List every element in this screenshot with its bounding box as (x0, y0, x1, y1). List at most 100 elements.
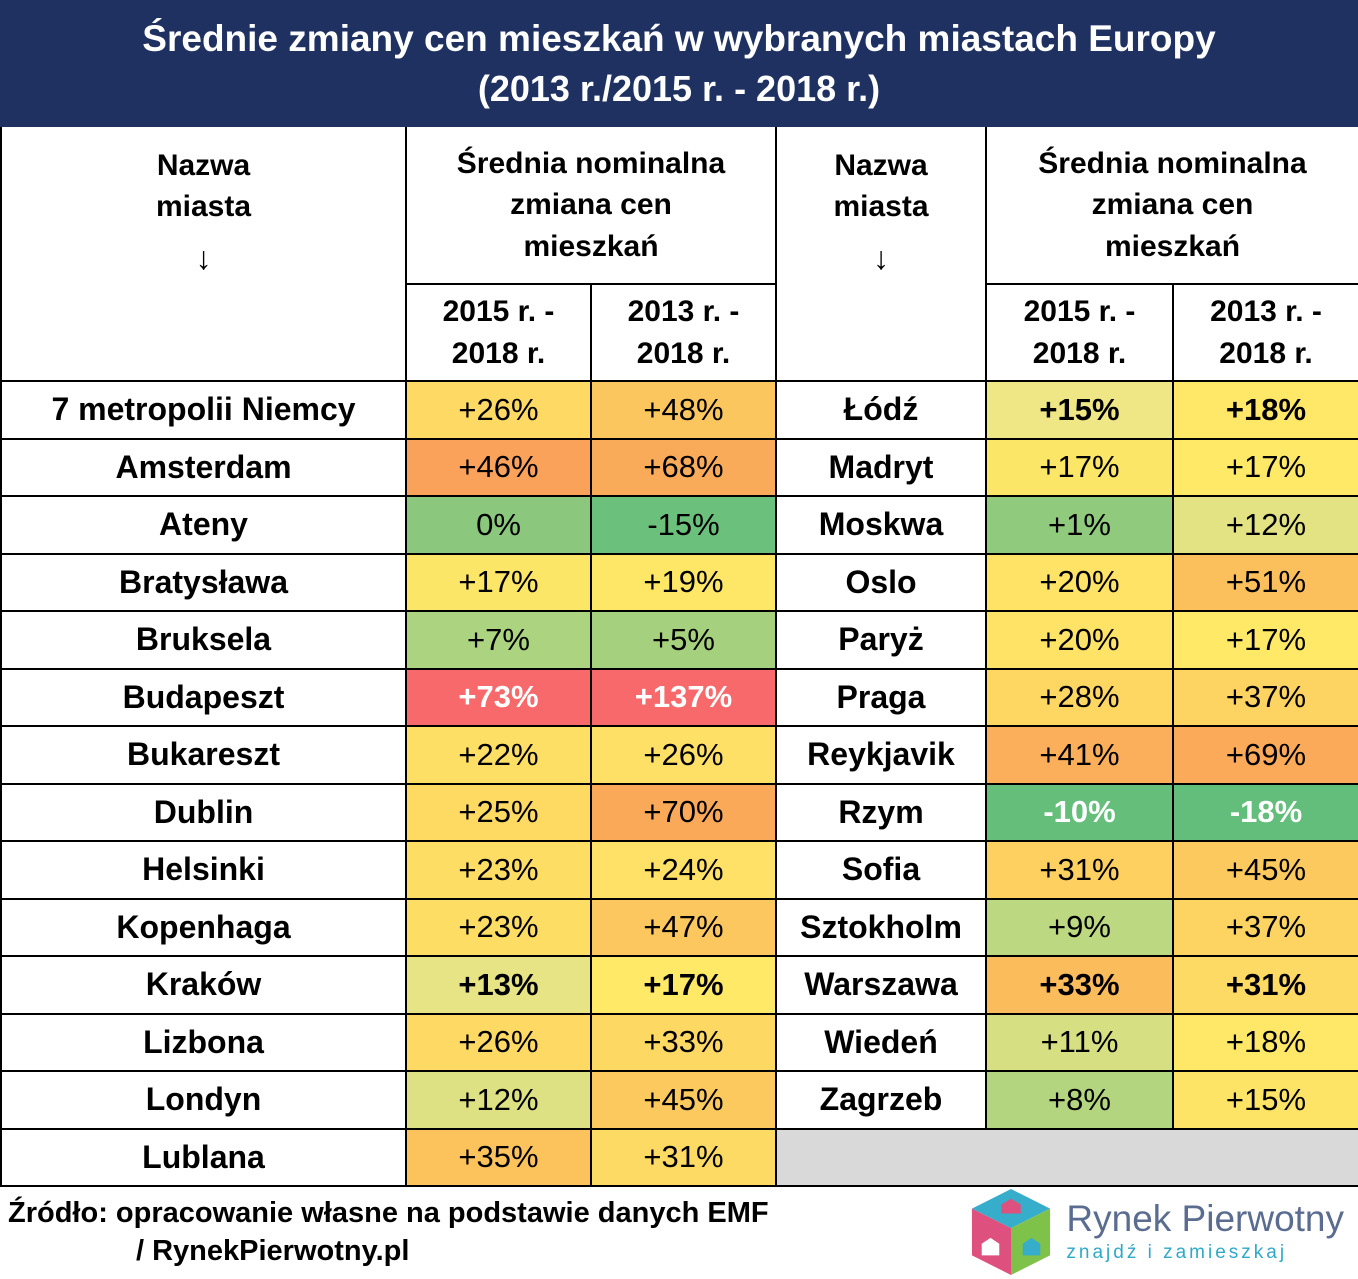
source-note: Źródło: opracowanie własne na podstawie … (8, 1194, 769, 1271)
value-2015-2018: +28% (987, 669, 1174, 727)
value-2015-2018: +25% (407, 784, 592, 842)
value-2015-2018: +23% (407, 842, 592, 900)
value-2013-2018: +37% (1174, 899, 1358, 957)
header-period-2015-2018-right: 2015 r. - 2018 r. (987, 285, 1174, 382)
value-2015-2018: +8% (987, 1072, 1174, 1130)
value-2015-2018: +23% (407, 899, 592, 957)
value-2013-2018: +48% (592, 382, 777, 440)
price-change-table: Nazwa miasta ↓ Średnia nominalna zmiana … (0, 127, 1358, 1187)
down-arrow-icon: ↓ (873, 239, 889, 276)
value-2013-2018: +137% (592, 669, 777, 727)
value-2015-2018: +17% (407, 554, 592, 612)
city-name-right: Warszawa (777, 957, 987, 1015)
value-2013-2018: +69% (1174, 727, 1358, 785)
city-name-left: Budapeszt (2, 669, 407, 727)
city-name-left: Amsterdam (2, 439, 407, 497)
value-2013-2018: +26% (592, 727, 777, 785)
city-name-right: Łódź (777, 382, 987, 440)
value-2013-2018: +17% (1174, 612, 1358, 670)
footer: Źródło: opracowanie własne na podstawie … (0, 1187, 1358, 1279)
logo-tagline: znajdź i zamieszkaj (1066, 1242, 1288, 1264)
value-2013-2018: +5% (592, 612, 777, 670)
city-name-left: Bratysława (2, 554, 407, 612)
value-2013-2018: +37% (1174, 669, 1358, 727)
value-2015-2018: +22% (407, 727, 592, 785)
city-name-right: Praga (777, 669, 987, 727)
header-group-left-label: Średnia nominalna zmiana cen mieszkań (456, 146, 726, 263)
title-line-2: (2013 r./2015 r. - 2018 r.) (477, 67, 881, 109)
value-2015-2018: +46% (407, 439, 592, 497)
city-name-left: Bruksela (2, 612, 407, 670)
city-name-left: Lublana (2, 1129, 407, 1187)
header-city-right: Nazwa miasta ↓ (777, 127, 987, 382)
value-2013-2018: +31% (1174, 957, 1358, 1015)
city-name-right: Zagrzeb (777, 1072, 987, 1130)
value-2013-2018: +15% (1174, 1072, 1358, 1130)
value-2013-2018: +19% (592, 554, 777, 612)
value-2015-2018: +17% (987, 439, 1174, 497)
city-name-right: Sztokholm (777, 899, 987, 957)
value-2015-2018: +33% (987, 957, 1174, 1015)
header-period-2015-2018-left: 2015 r. - 2018 r. (407, 285, 592, 382)
value-2015-2018: +20% (987, 612, 1174, 670)
city-name-right: Moskwa (777, 497, 987, 555)
city-name-right: Rzym (777, 784, 987, 842)
value-2013-2018: +31% (592, 1129, 777, 1187)
header-city-left-line1: Nazwa (156, 149, 251, 182)
rynek-pierwotny-logo: Rynek Pierwotny znajdź i zamieszkaj (970, 1187, 1344, 1277)
city-name-left: Lizbona (2, 1014, 407, 1072)
value-2013-2018: +45% (592, 1072, 777, 1130)
value-2013-2018: +12% (1174, 497, 1358, 555)
value-2015-2018: +26% (407, 1014, 592, 1072)
logo-name: Rynek Pierwotny (1066, 1197, 1344, 1239)
value-2015-2018: +13% (407, 957, 592, 1015)
period-label: 2015 r. - 2018 r. (442, 295, 555, 370)
city-name-left: Kraków (2, 957, 407, 1015)
value-2013-2018: -18% (1174, 784, 1358, 842)
value-2015-2018: +7% (407, 612, 592, 670)
value-2013-2018: +68% (592, 439, 777, 497)
value-2013-2018: +18% (1174, 382, 1358, 440)
value-2015-2018: -10% (987, 784, 1174, 842)
city-name-right: Sofia (777, 842, 987, 900)
header-period-2013-2018-left: 2013 r. - 2018 r. (592, 285, 777, 382)
value-2015-2018: +15% (987, 382, 1174, 440)
header-group-right: Średnia nominalna zmiana cen mieszkań (987, 127, 1358, 285)
rynek-pierwotny-logo-icon (972, 1189, 1051, 1275)
header-group-left: Średnia nominalna zmiana cen mieszkań (407, 127, 777, 285)
logo-text: Rynek Pierwotny znajdź i zamieszkaj (1066, 1197, 1344, 1265)
value-2013-2018: +33% (592, 1014, 777, 1072)
value-2015-2018: +11% (987, 1014, 1174, 1072)
value-2013-2018: +45% (1174, 842, 1358, 900)
value-2015-2018: +26% (407, 382, 592, 440)
value-2015-2018: +73% (407, 669, 592, 727)
title-line-1: Średnie zmiany cen mieszkań w wybranych … (142, 17, 1216, 59)
city-name-left: 7 metropolii Niemcy (2, 382, 407, 440)
value-2013-2018: +18% (1174, 1014, 1358, 1072)
value-2013-2018: +17% (1174, 439, 1358, 497)
value-2015-2018: 0% (407, 497, 592, 555)
value-2015-2018: +9% (987, 899, 1174, 957)
period-label: 2013 r. - 2018 r. (627, 295, 740, 370)
value-2013-2018: +70% (592, 784, 777, 842)
city-name-right: Wiedeń (777, 1014, 987, 1072)
city-name-left: Londyn (2, 1072, 407, 1130)
value-2013-2018: -15% (592, 497, 777, 555)
value-2013-2018: +17% (592, 957, 777, 1015)
header-city-left: Nazwa miasta ↓ (2, 127, 407, 382)
city-name-left: Bukareszt (2, 727, 407, 785)
value-2015-2018: +20% (987, 554, 1174, 612)
value-2013-2018: +24% (592, 842, 777, 900)
value-2015-2018: +12% (407, 1072, 592, 1130)
empty-cell (777, 1129, 1358, 1187)
value-2015-2018: +41% (987, 727, 1174, 785)
value-2013-2018: +51% (1174, 554, 1358, 612)
header-group-right-label: Średnia nominalna zmiana cen mieszkań (1038, 146, 1307, 263)
table-title: Średnie zmiany cen mieszkań w wybranych … (0, 0, 1358, 127)
city-name-right: Oslo (777, 554, 987, 612)
city-name-right: Reykjavik (777, 727, 987, 785)
period-label: 2015 r. - 2018 r. (1023, 295, 1136, 370)
header-city-left-line2: miasta (155, 190, 252, 224)
source-line-2: / RynekPierwotny.pl (136, 1235, 410, 1267)
